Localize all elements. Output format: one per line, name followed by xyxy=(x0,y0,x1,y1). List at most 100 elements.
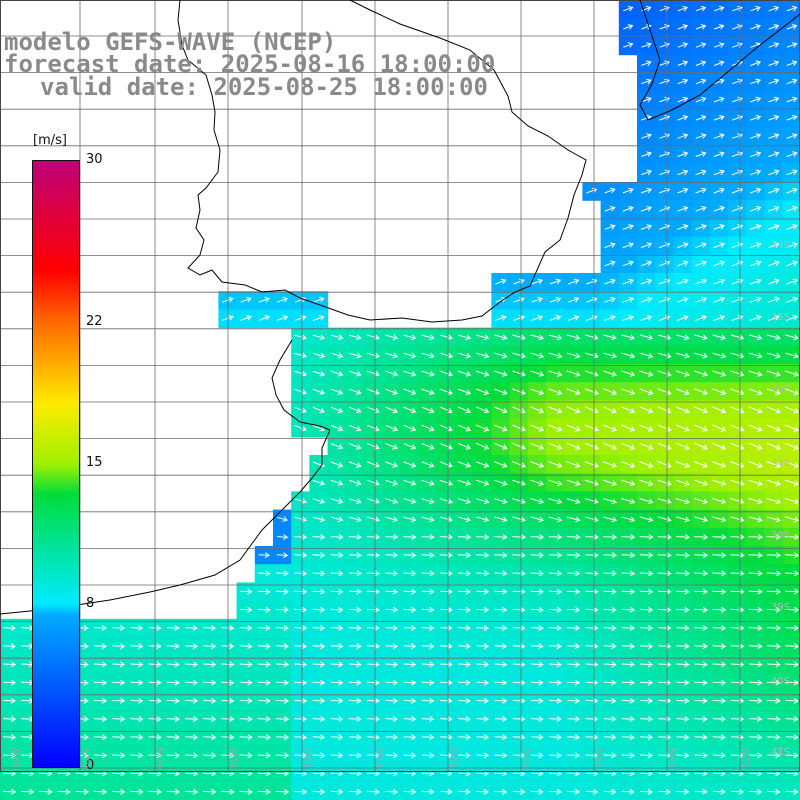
wind-arrow xyxy=(439,516,453,523)
wind-arrow xyxy=(276,296,289,303)
wind-arrow xyxy=(148,788,162,795)
wind-arrow xyxy=(258,315,271,321)
wind-arrow xyxy=(766,552,782,559)
wind-arrow xyxy=(623,42,634,48)
wind-arrow xyxy=(403,716,417,722)
wind-arrow xyxy=(294,498,307,504)
wind-arrow xyxy=(312,516,326,523)
wind-arrow xyxy=(713,96,725,103)
wind-arrow xyxy=(494,625,508,631)
wind-arrow xyxy=(584,370,599,377)
wind-arrow xyxy=(457,334,472,341)
wind-arrow xyxy=(585,643,599,650)
wind-arrow xyxy=(603,406,618,414)
wind-arrow xyxy=(512,498,526,505)
wind-arrow xyxy=(584,461,599,468)
wind-arrow xyxy=(458,606,471,613)
wind-arrow xyxy=(694,334,708,341)
wind-arrow xyxy=(440,788,453,795)
wind-arrow xyxy=(675,516,690,523)
wind-arrow xyxy=(603,534,618,540)
wind-arrow xyxy=(257,661,271,668)
wind-arrow xyxy=(512,352,526,359)
wind-arrow xyxy=(275,734,290,741)
wind-arrow xyxy=(531,716,544,722)
wind-arrow xyxy=(257,697,271,704)
wind-arrow xyxy=(348,406,362,414)
wind-arrow xyxy=(604,315,616,321)
wind-arrow xyxy=(512,461,526,468)
wind-arrow xyxy=(585,334,599,341)
wind-arrow xyxy=(640,224,653,230)
wind-arrow xyxy=(766,625,781,631)
wind-arrow xyxy=(439,406,453,414)
wind-arrow xyxy=(622,187,634,194)
wind-arrow xyxy=(367,334,380,341)
wind-arrow xyxy=(439,352,453,359)
wind-arrow xyxy=(566,534,581,540)
wind-arrow xyxy=(567,606,581,613)
wind-arrow xyxy=(240,315,252,321)
wind-arrow xyxy=(367,388,380,395)
wind-arrow xyxy=(730,716,745,722)
wind-arrow xyxy=(731,788,744,795)
wind-arrow xyxy=(94,679,108,686)
coastline-delta xyxy=(271,339,331,431)
wind-arrow xyxy=(621,406,636,414)
wind-arrow xyxy=(584,424,599,432)
wind-arrow xyxy=(767,315,780,321)
wind-arrow xyxy=(512,788,526,795)
wind-arrow xyxy=(185,697,199,704)
coastline-south xyxy=(0,429,331,615)
wind-arrow xyxy=(603,697,617,704)
wind-arrow xyxy=(475,406,490,414)
wind-arrow xyxy=(184,752,199,759)
wind-arrow xyxy=(640,278,653,285)
wind-arrow xyxy=(475,370,490,377)
wind-arrow xyxy=(330,334,344,341)
wind-arrow xyxy=(312,534,326,540)
wind-arrow xyxy=(294,697,308,704)
wind-arrow xyxy=(275,752,290,759)
wind-arrow xyxy=(730,406,745,414)
wind-arrow xyxy=(512,716,526,722)
wind-arrow xyxy=(112,734,126,741)
wind-arrow xyxy=(421,406,435,414)
wind-arrow xyxy=(530,334,545,341)
wind-arrow xyxy=(641,151,652,157)
wind-arrow xyxy=(166,716,180,722)
wind-arrow xyxy=(585,588,599,595)
wind-arrow xyxy=(457,388,472,395)
wind-arrow xyxy=(494,716,508,722)
wind-arrow xyxy=(330,516,344,523)
wind-arrow xyxy=(750,151,762,158)
wind-arrow xyxy=(713,296,726,303)
wind-arrow xyxy=(695,315,707,321)
wind-arrow xyxy=(695,24,707,30)
wind-arrow xyxy=(585,752,599,759)
wind-arrow xyxy=(348,570,362,577)
wind-arrow xyxy=(768,133,780,139)
wind-arrow xyxy=(603,334,617,341)
latitude-label: 38S xyxy=(771,530,791,541)
wind-arrow xyxy=(367,606,380,613)
wind-arrow xyxy=(730,661,745,668)
wind-arrow xyxy=(75,788,90,795)
legend-tick-label: 22 xyxy=(86,313,103,329)
wind-arrow xyxy=(640,734,653,741)
wind-arrow xyxy=(421,388,435,395)
wind-arrow xyxy=(421,442,435,450)
wind-arrow xyxy=(785,334,799,341)
wind-arrow xyxy=(712,424,727,432)
wind-arrow xyxy=(494,588,508,595)
wind-arrow xyxy=(166,625,180,631)
wind-arrow xyxy=(294,752,308,759)
wind-arrow xyxy=(567,625,581,631)
wind-arrow xyxy=(639,352,654,359)
wind-arrow xyxy=(713,60,725,67)
wind-arrow xyxy=(748,406,763,414)
wind-arrow xyxy=(604,260,616,267)
longitude-label: 62W xyxy=(12,747,22,768)
latitude-label: 41S xyxy=(771,747,791,758)
wind-arrow xyxy=(512,334,526,341)
